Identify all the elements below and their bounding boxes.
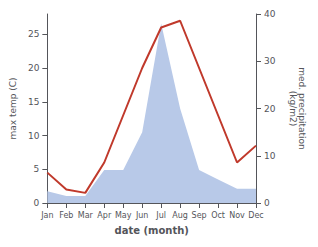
svg-text:40: 40 [264, 9, 276, 19]
svg-text:Apr: Apr [97, 211, 112, 220]
svg-text:Aug: Aug [172, 211, 188, 220]
svg-text:Oct: Oct [211, 211, 225, 220]
svg-text:Jul: Jul [155, 211, 166, 220]
svg-text:10: 10 [28, 131, 40, 141]
svg-text:med. precipitation: med. precipitation [296, 67, 307, 150]
svg-text:0: 0 [264, 198, 270, 208]
svg-text:15: 15 [28, 97, 39, 107]
svg-text:(kg/m2): (kg/m2) [288, 91, 298, 126]
svg-text:Nov: Nov [229, 211, 245, 220]
svg-text:25: 25 [28, 29, 39, 39]
svg-text:May: May [115, 211, 132, 220]
svg-text:30: 30 [264, 56, 276, 66]
svg-text:date (month): date (month) [114, 225, 188, 236]
svg-text:20: 20 [264, 104, 276, 114]
svg-text:10: 10 [264, 151, 276, 161]
svg-text:Jan: Jan [40, 211, 53, 220]
svg-text:Jun: Jun [135, 211, 149, 220]
svg-text:Dec: Dec [248, 211, 263, 220]
svg-text:Mar: Mar [78, 211, 94, 220]
svg-text:max temp (C): max temp (C) [8, 77, 18, 139]
svg-text:0: 0 [34, 198, 40, 208]
svg-text:5: 5 [34, 164, 40, 174]
svg-text:Sep: Sep [192, 211, 207, 220]
svg-text:20: 20 [28, 63, 40, 73]
svg-text:Feb: Feb [59, 211, 73, 220]
